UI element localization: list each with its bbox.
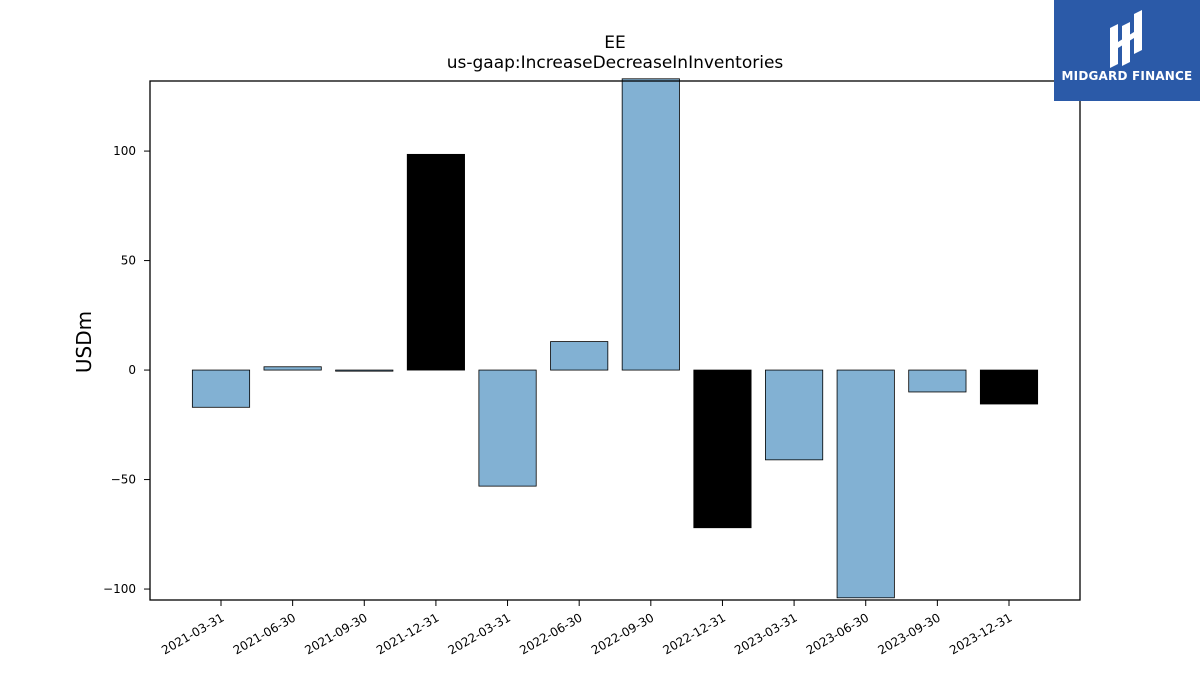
bar-2021-03-31 [191,369,251,408]
y-tick-label: 0 [128,363,136,377]
y-tick-label: 50 [121,254,136,268]
bar-2023-12-31 [979,369,1039,405]
x-tick-label: 2023-06-30 [804,610,871,657]
midgard-finance-logo: MIDGARD FINANCE [1054,0,1200,101]
bar-2021-06-30 [263,366,322,371]
chart-subtitle: us-gaap:IncreaseDecreaseInInventories [447,53,784,73]
bar-2022-06-30 [550,341,609,371]
y-tick-label: −50 [111,473,136,487]
bar-2021-09-30 [335,369,394,372]
x-axis: 2021-03-31 2021-06-30 2021-09-30 2021-12-31… [159,600,1015,657]
x-tick-label: 2022-09-30 [589,610,656,657]
y-axis-label: USDm [72,311,96,373]
y-tick-label: −100 [103,582,136,596]
bar-2022-03-31 [478,369,537,487]
bar-2021-12-31 [406,153,465,371]
y-tick-label: 100 [113,144,136,158]
x-tick-label: 2021-09-30 [302,610,369,657]
x-tick-label: 2022-06-30 [517,610,584,657]
x-tick-label: 2022-12-31 [661,610,728,657]
x-tick-label: 2021-12-31 [374,610,441,657]
x-tick-label: 2021-06-30 [231,610,298,657]
x-tick-label: 2023-09-30 [875,610,942,657]
bars-group [191,78,1039,599]
bar-2023-06-30 [836,369,895,599]
x-tick-label: 2021-03-31 [159,610,226,657]
plot-frame [149,80,1081,601]
bar-2022-09-30 [621,78,680,371]
chart-title: EE [604,33,625,53]
bar-2023-09-30 [908,369,967,393]
logo-text: MIDGARD FINANCE [1061,69,1193,83]
x-tick-label: 2022-03-31 [446,610,513,657]
y-axis: −100 −50 0 50 100 [103,144,150,596]
x-tick-label: 2023-12-31 [947,610,1014,657]
midgard-logo-icon [1110,10,1142,68]
bar-2022-12-31 [693,369,752,529]
x-tick-label: 2023-03-31 [732,610,799,657]
bar-2023-03-31 [765,369,824,461]
